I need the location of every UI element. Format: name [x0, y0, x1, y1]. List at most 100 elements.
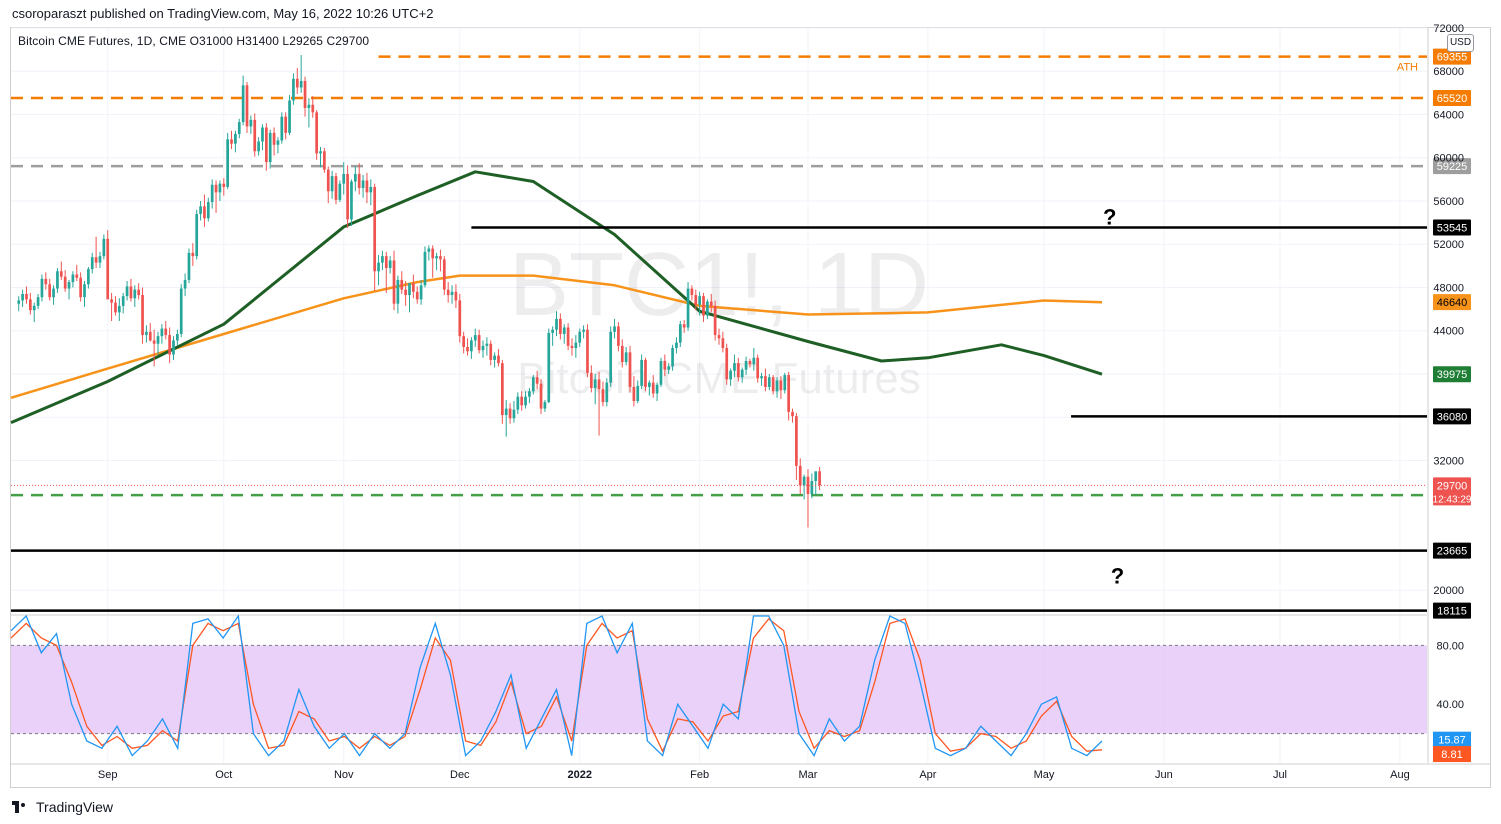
candle-body	[729, 370, 732, 380]
price-label-box-46640	[1433, 294, 1471, 311]
time-tick-label: Aug	[1390, 769, 1410, 781]
candle-body	[187, 252, 191, 280]
symbol-legend[interactable]: Bitcoin CME Futures, 1D, CME O31000 H314…	[18, 34, 370, 48]
candle-body	[760, 376, 763, 379]
level-label-box-69355	[1433, 48, 1471, 65]
candle-body	[779, 380, 783, 391]
candle-body	[818, 471, 821, 486]
candle-body	[713, 305, 717, 336]
candle-body	[597, 379, 601, 390]
currency-badge[interactable]: USD	[1447, 34, 1474, 52]
candle-body	[702, 296, 705, 316]
candle-body	[686, 288, 690, 328]
candle-body	[63, 276, 67, 289]
candle-body	[311, 104, 315, 113]
price-tick-label: 56000	[1433, 196, 1464, 208]
candle-body	[245, 85, 249, 127]
candle-body	[125, 286, 129, 297]
candle-body	[323, 151, 326, 170]
candle-body	[446, 289, 450, 296]
level-label-23665: 23665	[1437, 546, 1468, 558]
time-tick-label: Sep	[98, 769, 118, 781]
level-label-box-59225	[1433, 158, 1471, 175]
candle-body	[756, 357, 760, 379]
candle-body	[369, 186, 373, 193]
candle-body	[593, 379, 597, 389]
candle-body	[651, 382, 655, 394]
candle-body	[551, 329, 554, 333]
candle-body	[415, 291, 419, 300]
candle-body	[408, 283, 411, 296]
candle-body	[388, 260, 392, 269]
candle-body	[574, 342, 578, 349]
candle-body	[226, 139, 230, 187]
stoch-k-box	[1433, 731, 1471, 748]
level-label-box-23665	[1433, 542, 1471, 559]
stoch-d-line	[10, 617, 1103, 753]
candle-body	[450, 291, 454, 296]
tradingview-logo-icon	[12, 801, 30, 813]
candle-body	[675, 342, 678, 349]
candle-body	[721, 338, 725, 349]
time-tick-label: Apr	[919, 769, 936, 781]
candle-body	[481, 345, 485, 351]
candle-body	[423, 251, 427, 286]
candle-body	[617, 326, 620, 346]
level-label-box-36080	[1433, 408, 1471, 425]
candle-body	[145, 331, 148, 336]
time-tick-label: Feb	[690, 769, 709, 781]
candle-body	[555, 318, 558, 330]
candle-body	[141, 295, 144, 336]
candle-body	[791, 411, 794, 417]
candle-body	[234, 133, 237, 144]
candle-body	[744, 361, 748, 370]
candle-body	[214, 184, 218, 193]
candle-body	[129, 286, 133, 299]
candle-body	[276, 140, 280, 145]
candle-body	[787, 375, 790, 412]
candle-body	[663, 361, 667, 370]
candle-body	[671, 348, 674, 367]
candle-body	[535, 377, 539, 384]
price-tick-label: 72000	[1433, 23, 1464, 35]
time-tick-label: 2022	[567, 769, 591, 781]
candle-body	[199, 206, 202, 214]
footer-brand[interactable]: TradingView	[12, 797, 113, 817]
candle-body	[524, 396, 527, 406]
stoch-tick-label: 80.00	[1436, 640, 1464, 652]
candle-body	[330, 176, 334, 192]
candle-body	[106, 238, 110, 300]
candle-body	[56, 271, 59, 289]
candle-body	[771, 377, 775, 392]
candle-body	[384, 256, 388, 269]
candle-body	[218, 183, 222, 193]
candle-body	[559, 318, 562, 334]
candle-body	[133, 289, 137, 299]
candle-body	[295, 78, 299, 88]
candle-body	[288, 100, 291, 133]
candle-body	[392, 260, 396, 304]
candle-body	[377, 262, 380, 272]
watermark-name: Bitcoin CME Futures	[517, 354, 920, 403]
price-tick-label: 44000	[1433, 326, 1464, 338]
candle-body	[489, 343, 493, 360]
candle-body	[21, 293, 24, 301]
price-label-29700: 29700	[1437, 480, 1468, 492]
candle-body	[98, 256, 102, 263]
candle-body	[655, 384, 659, 394]
time-tick-label: Dec	[450, 769, 470, 781]
candle-body	[628, 352, 632, 387]
candle-body	[152, 340, 156, 344]
candle-body	[470, 340, 473, 352]
candle-body	[303, 80, 307, 109]
price-label-46640: 46640	[1437, 297, 1468, 309]
price-label-box-29700	[1433, 477, 1471, 506]
candle-body	[257, 141, 260, 152]
candle-body	[346, 173, 349, 220]
candle-body	[241, 85, 245, 123]
candle-body	[148, 331, 152, 341]
candle-body	[783, 375, 787, 391]
candle-body	[365, 180, 369, 193]
candle-body	[156, 336, 160, 344]
